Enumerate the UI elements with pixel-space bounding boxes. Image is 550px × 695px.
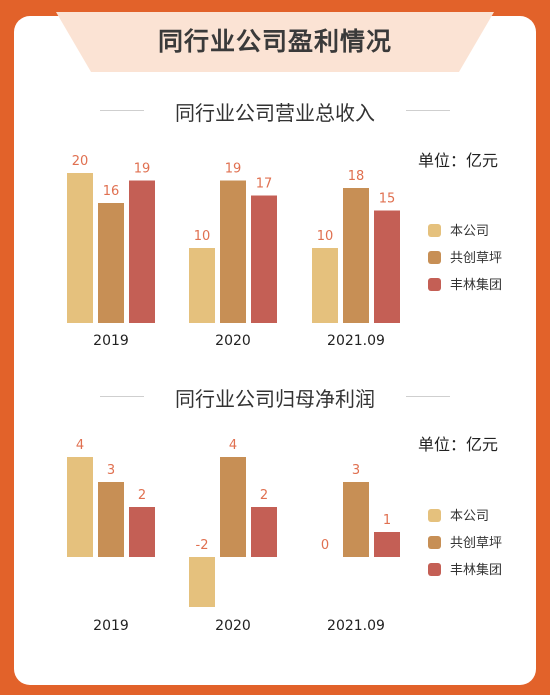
data-label: 17: [256, 177, 273, 192]
data-label: 1: [383, 513, 391, 528]
bar-fenglin-2020: [251, 195, 277, 323]
legend-label: 丰林集团: [450, 562, 502, 578]
legend-swatch-fenglin: [428, 563, 441, 576]
bar-company-2019: [67, 173, 93, 323]
data-label: 4: [229, 438, 237, 453]
category-label: 2020: [215, 333, 251, 349]
legend-swatch-company: [428, 509, 441, 522]
category-label: 2020: [215, 618, 251, 634]
data-label: 3: [107, 463, 115, 478]
bar-gongchuang-2021.09: [343, 188, 369, 323]
data-label: 19: [134, 162, 151, 177]
legend-label: 共创草坪: [450, 536, 502, 551]
bar-gongchuang-2019: [98, 203, 124, 323]
section-rule-left: [100, 110, 144, 111]
category-label: 2021.09: [327, 618, 385, 634]
data-label: 18: [348, 169, 365, 184]
bar-gongchuang-2020: [220, 180, 246, 323]
data-label: 3: [352, 463, 360, 478]
content-card: [14, 16, 536, 685]
bar-fenglin-2020: [251, 507, 277, 557]
data-label: 15: [379, 192, 396, 207]
bar-fenglin-2019: [129, 180, 155, 323]
data-label: 16: [103, 184, 120, 199]
data-label: 0: [321, 538, 329, 553]
section-rule-right: [406, 396, 450, 397]
data-label: 10: [317, 229, 334, 244]
bar-company-2021.09: [312, 248, 338, 323]
bar-fenglin-2021.09: [374, 532, 400, 557]
legend-label: 丰林集团: [450, 277, 502, 293]
legend-label: 本公司: [450, 509, 489, 524]
section-rule-left: [100, 396, 144, 397]
chart1-title: 同行业公司营业总收入: [175, 101, 375, 125]
data-label: 19: [225, 162, 242, 177]
data-label: -2: [196, 538, 209, 553]
bar-fenglin-2019: [129, 507, 155, 557]
bar-gongchuang-2020: [220, 457, 246, 557]
data-label: 2: [138, 488, 146, 503]
legend-swatch-gongchuang: [428, 536, 441, 549]
bar-gongchuang-2021.09: [343, 482, 369, 557]
chart2-unit: 单位：亿元: [418, 435, 499, 454]
section-rule-right: [406, 110, 450, 111]
legend-label: 本公司: [450, 224, 489, 239]
bar-company-2020: [189, 557, 215, 607]
legend-swatch-company: [428, 224, 441, 237]
page-title: 同行业公司盈利情况: [157, 27, 392, 56]
category-label: 2019: [93, 333, 129, 349]
bar-company-2020: [189, 248, 215, 323]
legend-label: 共创草坪: [450, 251, 502, 266]
revenue-chart: 20 16 19 2019 10 19 17 2020 10 18 15 2021.09 本公司共创草坪…: [67, 154, 502, 349]
chart1-unit: 单位：亿元: [418, 151, 499, 170]
legend-swatch-gongchuang: [428, 251, 441, 264]
chart2-title: 同行业公司归母净利润: [175, 387, 375, 411]
category-label: 2019: [93, 618, 129, 634]
bar-gongchuang-2019: [98, 482, 124, 557]
title-banner: [56, 12, 494, 72]
category-label: 2021.09: [327, 333, 385, 349]
data-label: 2: [260, 488, 268, 503]
data-label: 10: [194, 229, 211, 244]
bar-fenglin-2021.09: [374, 210, 400, 323]
legend-swatch-fenglin: [428, 278, 441, 291]
bar-company-2019: [67, 457, 93, 557]
data-label: 4: [76, 438, 84, 453]
data-label: 20: [72, 154, 89, 169]
